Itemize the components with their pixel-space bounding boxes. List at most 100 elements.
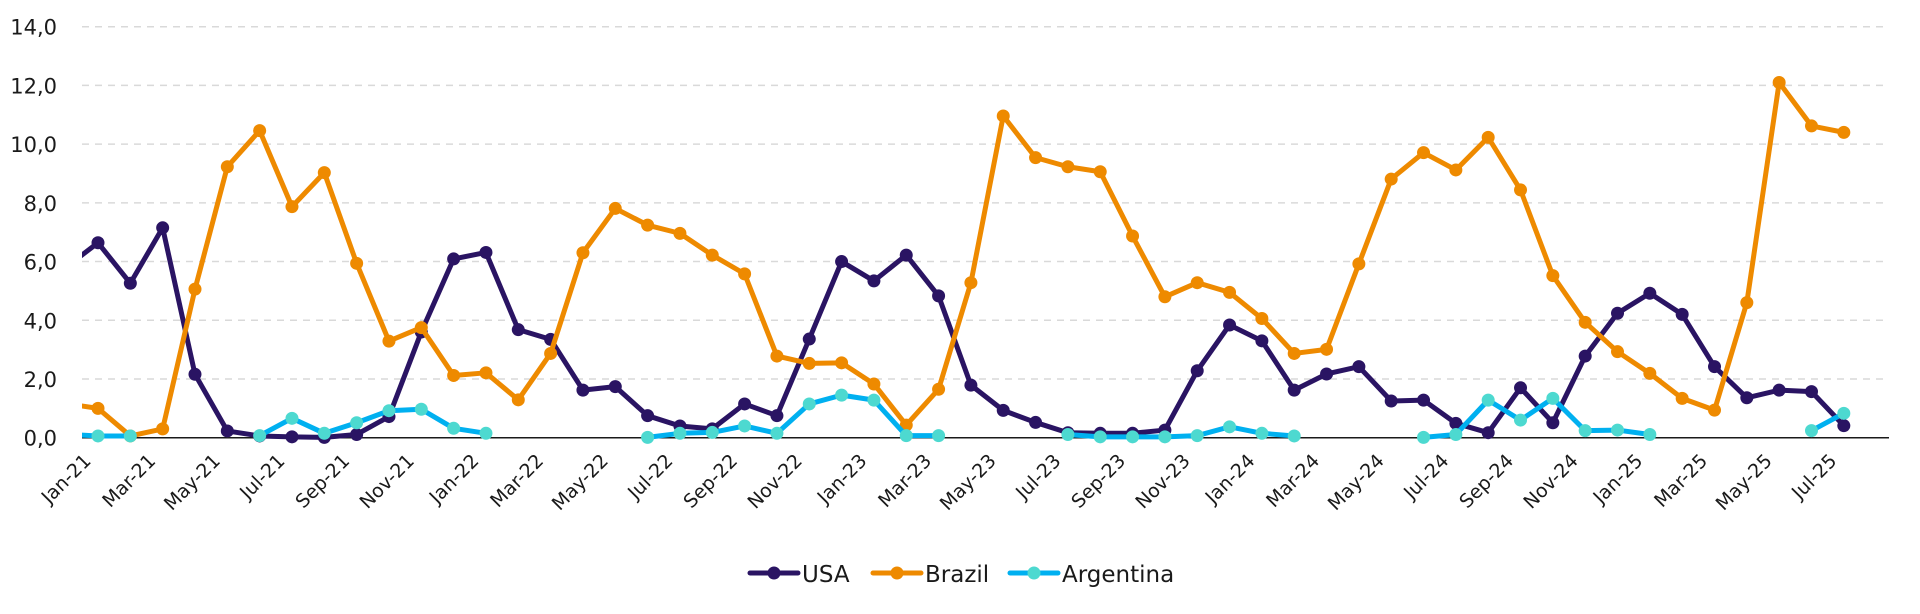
data-point [1611,345,1625,359]
legend-label: Brazil [925,562,989,588]
data-point [835,356,849,370]
data-point [1384,394,1398,408]
x-tick-label: May-23 [936,450,1001,515]
data-point [835,255,849,269]
data-point [641,430,655,444]
data-point [479,245,493,259]
data-point [1449,427,1463,441]
data-point [1837,419,1851,433]
data-point [188,282,202,296]
data-point [447,252,461,266]
data-point [1255,426,1269,440]
data-point [123,429,137,443]
data-point [1093,430,1107,444]
data-point [1708,360,1721,374]
data-point [1287,346,1301,360]
data-point [1190,276,1204,290]
data-point [770,349,784,363]
y-tick-label: 14,0 [10,16,57,40]
data-point [1287,429,1301,443]
data-point [1417,430,1431,444]
x-tick-label: Jan-21 [37,450,96,509]
data-point [1481,130,1495,144]
data-point [1578,349,1592,363]
data-point [996,403,1010,417]
data-point [1255,334,1269,348]
x-tick-label: Jan-23 [813,450,872,509]
x-tick-label: Nov-22 [743,450,806,513]
data-point [1675,391,1689,405]
data-point [156,422,170,436]
data-point [1384,172,1398,186]
x-tick-label: May-25 [1712,450,1777,515]
data-point [1611,306,1625,320]
data-point [1352,360,1366,374]
data-point [1708,403,1721,417]
legend: USA Brazil Argentina [747,562,1174,588]
data-point [641,218,655,232]
x-tick-label: Nov-21 [355,450,418,513]
data-point [1514,381,1528,395]
data-point [253,429,267,443]
data-point [350,256,364,270]
x-tick-label: Mar-22 [486,450,548,512]
y-axis-tick-labels: 0,0 2,0 4,0 6,0 8,0 10,0 12,0 14,0 [10,16,57,451]
x-tick-label: Mar-21 [98,450,160,512]
data-point [220,160,234,174]
data-point [1772,383,1786,397]
data-point [1126,229,1140,243]
legend-marker [1027,566,1041,580]
data-point [511,393,525,407]
data-point [1223,285,1237,299]
data-point [123,276,137,290]
data-point [802,356,816,370]
data-point [964,378,978,392]
data-point [899,248,913,262]
data-point [59,397,72,410]
data-point [899,429,913,443]
data-point [447,421,461,435]
data-point [350,427,364,441]
data-point [1675,307,1689,321]
data-point [479,426,493,440]
data-point [414,402,428,416]
legend-label: Argentina [1062,562,1174,588]
x-tick-label: Mar-23 [874,450,936,512]
data-point [1320,367,1334,381]
data-point [350,416,364,430]
data-point [1093,165,1107,179]
y-tick-label: 12,0 [10,74,57,98]
data-point [770,426,784,440]
data-point [964,276,978,290]
data-point [1611,423,1625,437]
data-point [1804,119,1818,133]
data-point [414,321,428,335]
data-point [285,200,299,214]
data-point [932,382,946,396]
data-point [1481,426,1495,440]
series-layer [59,75,1851,444]
data-point [802,397,816,411]
legend-item-brazil: Brazil [870,562,989,588]
data-point [1417,393,1431,407]
data-point [1546,269,1560,283]
data-point [673,226,687,240]
data-point [1126,430,1140,444]
data-point [835,388,849,402]
x-tick-label: Jan-22 [425,450,484,509]
x-tick-label: Sep-22 [679,450,742,513]
legend-marker [767,566,781,580]
data-point [91,429,105,443]
data-point [1546,416,1560,430]
data-point [1190,364,1204,378]
data-point [382,334,396,348]
x-tick-label: May-22 [548,450,613,515]
data-point [1804,424,1818,438]
data-point [156,221,170,235]
x-tick-label: May-24 [1324,450,1389,515]
x-tick-label: Sep-24 [1455,450,1518,513]
data-point [705,425,719,439]
data-point [317,426,331,440]
data-point [511,323,525,337]
